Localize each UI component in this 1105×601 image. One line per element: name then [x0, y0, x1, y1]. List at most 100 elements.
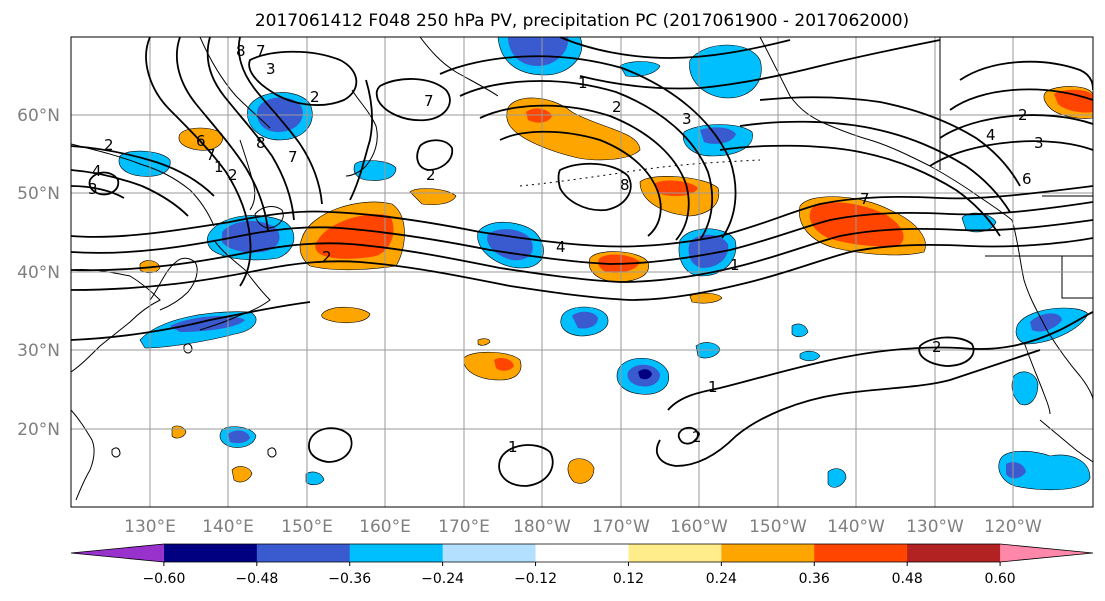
pv-label: 8: [256, 134, 266, 152]
pv-label: 2: [310, 88, 320, 106]
colorbar-tick-label: −0.12: [514, 571, 557, 587]
pv-label: 8: [236, 42, 246, 60]
pv-label: 2: [612, 98, 622, 116]
colorbar-tick-label: −0.36: [328, 571, 371, 587]
colorbar-segments: [70, 543, 1094, 563]
shade-negative-mexico-core: [1006, 462, 1026, 479]
coastlines: [71, 37, 1093, 501]
shade-negative-mexico: [998, 450, 1091, 491]
pv-label: 6: [1022, 170, 1032, 188]
pv-label: 1: [730, 256, 740, 274]
colorbar-tick-label: −0.48: [235, 571, 278, 587]
shade-positive-mid-pacific-core: [494, 358, 514, 371]
pv-contour-alaska-ridge-3: [719, 144, 1001, 237]
colorbar-extend-max: [1000, 544, 1093, 562]
shade-positive-japan-east-core: [315, 214, 394, 259]
pv-contour-jet-2: [71, 201, 1093, 265]
coast-us-border: [985, 255, 1093, 299]
colorbar-tick-label: 0.24: [706, 571, 737, 587]
pv-contour-closed-east-2: [949, 88, 1093, 111]
latitude-labels: 60°N 50°N 40°N 30°N 20°N: [17, 106, 60, 440]
colorbar-tick-labels: −0.60 −0.48 −0.36 −0.24 −0.12 0.12 0.24 0.36 0.4…: [142, 562, 1016, 587]
colorbar-segment: [349, 544, 444, 562]
colorbar-tick-label: −0.24: [421, 571, 464, 587]
shade-negative-california-core: [1030, 313, 1062, 332]
pv-contour-trough-central-2: [479, 104, 690, 241]
colorbar-segment: [628, 544, 722, 562]
shade-negative-east-central-core: [688, 234, 729, 268]
pv-label: 2: [228, 166, 238, 184]
pv-contour-west-edge: [71, 185, 125, 199]
pv-label: 3: [266, 60, 276, 78]
pv-contour-jet-3: [71, 219, 1093, 283]
coast-alaska-south: [869, 139, 1013, 221]
coast-canada-border: [939, 37, 1093, 197]
map-panel: 8 7 3 2 2 6 7 2 1 2 8 7 4 3 1 7 2 2 8 4: [17, 36, 1094, 537]
pv-contour-loop-north-2: [375, 78, 451, 122]
lon-label: 160°E: [359, 517, 411, 537]
lon-label: 170°W: [592, 517, 650, 537]
pv-label: 4: [92, 162, 102, 180]
pv-contour-north-arc: [559, 37, 791, 59]
pv-label: 7: [424, 92, 434, 110]
figure-title: 2017061412 F048 250 hPa PV, precipitatio…: [255, 11, 909, 31]
pv-label: 4: [556, 238, 566, 256]
coast-alaska-west: [759, 37, 871, 141]
pv-contour-labels: 8 7 3 2 2 6 7 2 1 2 8 7 4 3 1 7 2 2 8 4: [88, 42, 1044, 456]
pv-label: 1: [214, 158, 224, 176]
pv-contour-subtropical-2: [655, 349, 1041, 467]
pv-label: 7: [256, 42, 266, 60]
pv-label: 4: [986, 126, 996, 144]
shade-negative-small-8: [619, 61, 661, 77]
colorbar-segment: [535, 544, 629, 562]
shade-positive-bering-core: [526, 108, 552, 123]
coast-philippines: [71, 409, 95, 501]
pv-contour-ridge-west-2: [71, 169, 189, 217]
pv-label: 2: [932, 338, 942, 356]
lat-label: 40°N: [17, 263, 60, 283]
shade-negative-gulf-core: [700, 127, 736, 144]
coast-north-america-west: [1011, 219, 1093, 401]
coast-islands-3: [267, 447, 277, 458]
coast-asia-east: [71, 269, 161, 373]
pv-label: 3: [682, 110, 692, 128]
lat-label: 20°N: [17, 420, 60, 440]
pv-label: 7: [860, 190, 870, 208]
pv-contour-trough-central: [499, 130, 662, 237]
pv-contour-subtropical: [667, 311, 1093, 411]
shade-negative-small-2: [228, 430, 250, 444]
pv-label: 8: [620, 176, 630, 194]
shade-positive-small-3: [231, 466, 253, 483]
colorbar-tick-label: −0.60: [142, 571, 185, 587]
coast-kamchatka: [345, 89, 378, 177]
pv-label: 7: [288, 148, 298, 166]
gridlines: [71, 37, 1093, 507]
shade-positive-kamchatka-north: [178, 127, 224, 151]
shade-negative-hawaii-north-darkest: [638, 369, 652, 380]
pv-label: 6: [196, 132, 206, 150]
lon-label: 130°W: [906, 517, 964, 537]
pv-contour-trough-west-4: [237, 37, 323, 205]
colorbar-extend-min: [71, 544, 164, 562]
map-frame: [70, 36, 1094, 508]
pv-contour-closed-east-1: [959, 60, 1093, 91]
pv-contour-trough-central-4: [439, 55, 737, 239]
lon-label: 170°E: [438, 517, 490, 537]
pv-contour-korea-loop: [88, 171, 120, 196]
lon-label: 140°E: [202, 517, 254, 537]
pv-contour-closed-east-3: [939, 114, 1093, 139]
coast-baja: [1023, 341, 1051, 415]
lon-label: 130°E: [124, 517, 176, 537]
colorbar-tick-label: 0.48: [892, 571, 923, 587]
colorbar-tick-label: 0.12: [613, 571, 644, 587]
pv-contour-trough-west-3: [206, 37, 295, 221]
colorbar-segment: [907, 544, 1001, 562]
pv-contour-trough-west-2: [176, 37, 269, 233]
pv-label: 3: [1034, 134, 1044, 152]
shade-negative-small-5: [791, 323, 809, 338]
colorbar-segment: [442, 544, 537, 562]
pv-contour-alaska-ridge-2: [739, 120, 1011, 213]
colorbar-segment: [256, 544, 351, 562]
pv-contour-trough-west: [145, 37, 252, 287]
